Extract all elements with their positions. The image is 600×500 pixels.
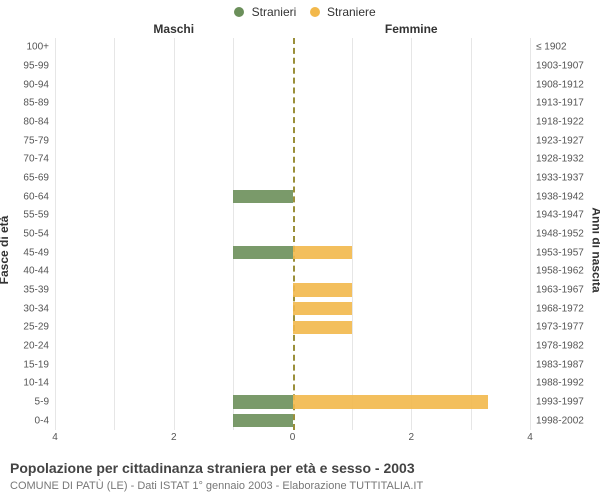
age-label: 10-14 xyxy=(23,378,55,389)
birth-year-label: 1973-1977 xyxy=(530,322,584,333)
legend-label-female: Straniere xyxy=(327,5,376,19)
age-label: 20-24 xyxy=(23,340,55,351)
birth-year-label: 1963-1967 xyxy=(530,284,584,295)
header-male: Maschi xyxy=(55,22,293,36)
plot-area: 100+≤ 190295-991903-190790-941908-191285… xyxy=(55,38,530,430)
pyramid-row: 50-541948-1952 xyxy=(55,225,530,244)
bar-male xyxy=(233,190,292,203)
yaxis-title-right: Anni di nascita xyxy=(589,207,600,292)
birth-year-label: 1938-1942 xyxy=(530,191,584,202)
pyramid-row: 5-91993-1997 xyxy=(55,393,530,412)
age-label: 75-79 xyxy=(23,135,55,146)
pyramid-row: 85-891913-1917 xyxy=(55,94,530,113)
legend-swatch-male xyxy=(234,7,244,17)
pyramid-row: 100+≤ 1902 xyxy=(55,38,530,57)
birth-year-label: 1993-1997 xyxy=(530,396,584,407)
pyramid-row: 0-41998-2002 xyxy=(55,411,530,430)
pyramid-row: 15-191983-1987 xyxy=(55,355,530,374)
age-label: 50-54 xyxy=(23,228,55,239)
age-label: 100+ xyxy=(26,42,55,53)
legend-label-male: Stranieri xyxy=(252,5,297,19)
x-tick: 2 xyxy=(408,432,414,443)
birth-year-label: 1978-1982 xyxy=(530,340,584,351)
x-tick: 2 xyxy=(171,432,177,443)
pyramid-row: 55-591943-1947 xyxy=(55,206,530,225)
age-label: 95-99 xyxy=(23,60,55,71)
bar-female xyxy=(293,302,352,315)
bar-male xyxy=(233,246,292,259)
x-tick: 4 xyxy=(52,432,58,443)
birth-year-label: 1968-1972 xyxy=(530,303,584,314)
age-label: 70-74 xyxy=(23,154,55,165)
birth-year-label: 1908-1912 xyxy=(530,79,584,90)
age-label: 5-9 xyxy=(35,396,55,407)
birth-year-label: 1983-1987 xyxy=(530,359,584,370)
birth-year-label: 1988-1992 xyxy=(530,378,584,389)
age-label: 60-64 xyxy=(23,191,55,202)
age-label: 45-49 xyxy=(23,247,55,258)
age-label: 40-44 xyxy=(23,266,55,277)
birth-year-label: ≤ 1902 xyxy=(530,42,567,53)
pyramid-row: 40-441958-1962 xyxy=(55,262,530,281)
age-label: 30-34 xyxy=(23,303,55,314)
pyramid-row: 35-391963-1967 xyxy=(55,281,530,300)
pyramid-row: 75-791923-1927 xyxy=(55,131,530,150)
pyramid-row: 45-491953-1957 xyxy=(55,243,530,262)
age-label: 80-84 xyxy=(23,116,55,127)
birth-year-label: 1998-2002 xyxy=(530,415,584,426)
age-label: 15-19 xyxy=(23,359,55,370)
birth-year-label: 1903-1907 xyxy=(530,60,584,71)
header-female: Femmine xyxy=(293,22,531,36)
pyramid-row: 25-291973-1977 xyxy=(55,318,530,337)
bar-female xyxy=(293,246,352,259)
age-label: 65-69 xyxy=(23,172,55,183)
bar-female xyxy=(293,283,352,296)
chart-title: Popolazione per cittadinanza straniera p… xyxy=(10,460,415,476)
chart-subtitle: COMUNE DI PATÙ (LE) - Dati ISTAT 1° genn… xyxy=(10,480,423,492)
birth-year-label: 1943-1947 xyxy=(530,210,584,221)
pyramid-row: 70-741928-1932 xyxy=(55,150,530,169)
x-tick: 0 xyxy=(290,432,296,443)
age-label: 85-89 xyxy=(23,98,55,109)
legend: Stranieri Straniere xyxy=(0,4,600,19)
column-headers: Maschi Femmine xyxy=(55,22,530,38)
bar-male xyxy=(233,414,292,427)
birth-year-label: 1958-1962 xyxy=(530,266,584,277)
pyramid-row: 60-641938-1942 xyxy=(55,187,530,206)
bar-female xyxy=(293,395,489,408)
age-label: 90-94 xyxy=(23,79,55,90)
pyramid-row: 95-991903-1907 xyxy=(55,57,530,76)
pyramid-row: 80-841918-1922 xyxy=(55,113,530,132)
x-tick: 4 xyxy=(527,432,533,443)
birth-year-label: 1913-1917 xyxy=(530,98,584,109)
age-label: 0-4 xyxy=(35,415,55,426)
birth-year-label: 1933-1937 xyxy=(530,172,584,183)
pyramid-row: 65-691933-1937 xyxy=(55,169,530,188)
birth-year-label: 1948-1952 xyxy=(530,228,584,239)
birth-year-label: 1928-1932 xyxy=(530,154,584,165)
bar-male xyxy=(233,395,292,408)
yaxis-title-left: Fasce di età xyxy=(0,216,11,285)
x-axis: 4 2 0 2 4 xyxy=(55,432,530,446)
legend-swatch-female xyxy=(310,7,320,17)
birth-year-label: 1918-1922 xyxy=(530,116,584,127)
age-label: 25-29 xyxy=(23,322,55,333)
pyramid-row: 30-341968-1972 xyxy=(55,299,530,318)
pyramid-row: 20-241978-1982 xyxy=(55,337,530,356)
pyramid-row: 90-941908-1912 xyxy=(55,75,530,94)
birth-year-label: 1923-1927 xyxy=(530,135,584,146)
pyramid-row: 10-141988-1992 xyxy=(55,374,530,393)
age-label: 55-59 xyxy=(23,210,55,221)
birth-year-label: 1953-1957 xyxy=(530,247,584,258)
pyramid-chart: Stranieri Straniere Maschi Femmine Fasce… xyxy=(0,0,600,500)
bar-female xyxy=(293,321,352,334)
age-label: 35-39 xyxy=(23,284,55,295)
